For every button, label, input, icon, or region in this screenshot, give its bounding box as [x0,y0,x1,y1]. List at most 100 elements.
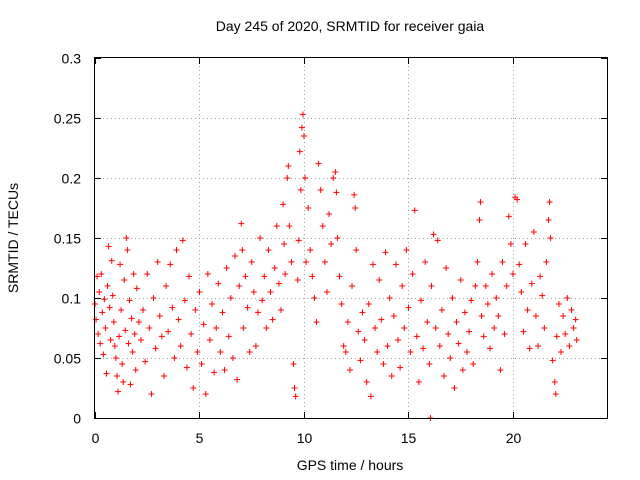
data-point [543,259,550,265]
data-point [104,283,111,289]
data-point [422,259,429,265]
data-point [388,373,395,379]
data-point [305,205,312,211]
data-point [211,369,218,376]
data-point [359,309,366,316]
data-point [236,283,243,289]
y-tick-label: 0.15 [54,231,81,247]
y-tick-label: 0.3 [62,51,82,67]
data-point [549,357,556,364]
data-point [232,253,239,259]
data-point [355,328,362,335]
data-point [105,243,112,250]
data-point [163,283,170,289]
x-tick-label: 15 [401,430,417,446]
data-point [317,187,324,193]
data-point [443,265,450,271]
data-point [386,295,393,301]
data-point [395,337,402,343]
data-point [94,273,101,280]
data-point [234,376,241,383]
data-point [453,319,460,325]
data-point [148,391,155,397]
data-point [284,175,291,181]
data-point [451,385,458,391]
data-point [282,271,289,277]
data-point [459,367,466,373]
data-point [466,328,473,335]
data-point [275,280,282,287]
data-point [476,217,483,223]
data-point [198,361,205,367]
data-point [477,199,484,205]
data-point [570,325,577,331]
data-point [255,309,262,316]
data-point [204,271,211,277]
data-point [261,273,268,280]
data-point [474,259,481,265]
data-point [520,328,527,335]
data-point [493,295,500,301]
data-point [150,295,157,301]
data-point [183,364,190,371]
data-point [238,220,245,227]
data-point [564,295,571,301]
data-point [562,331,569,337]
data-point [177,343,184,349]
data-point [133,285,140,292]
data-point [484,301,491,307]
data-point [248,259,255,265]
data-point [101,296,108,303]
data-point [397,364,404,371]
data-point [297,187,304,193]
data-point [300,133,307,139]
data-point [280,201,287,208]
data-point [428,283,435,289]
data-point [535,343,542,349]
data-point [269,316,276,323]
data-point [227,295,234,301]
data-point [524,307,531,313]
data-point [392,261,399,268]
data-point [413,333,420,340]
chart-title: Day 245 of 2020, SRMTID for receiver gai… [216,18,485,34]
data-point [573,337,580,343]
data-point [545,217,552,223]
data-point [319,223,326,229]
data-point [409,271,416,277]
data-point [411,207,418,214]
data-point [113,373,120,379]
data-point [252,343,259,349]
data-point [217,349,224,355]
data-point [418,297,425,304]
data-point [503,283,510,289]
data-point [384,343,391,349]
data-point [374,349,381,355]
data-point [522,241,529,247]
data-point [507,241,514,247]
data-point [290,361,297,367]
data-point [108,257,115,264]
data-point [415,379,422,385]
data-point [98,271,105,277]
data-point [432,325,439,331]
x-axis-label: GPS time / hours [297,457,404,473]
data-point [528,280,535,287]
data-point [111,343,118,349]
data-point [526,345,533,352]
data-point [295,237,302,244]
data-point [436,343,443,349]
data-point [346,367,353,373]
data-point [552,391,559,397]
data-point [470,361,477,367]
data-point [365,301,372,307]
data-point [430,231,437,238]
data-point [125,340,132,347]
data-point [378,316,385,323]
data-point [206,337,213,343]
data-point [501,331,508,337]
data-point [285,163,292,169]
y-tick-label: 0.1 [62,291,82,307]
data-point [273,223,280,229]
data-point [349,283,356,289]
